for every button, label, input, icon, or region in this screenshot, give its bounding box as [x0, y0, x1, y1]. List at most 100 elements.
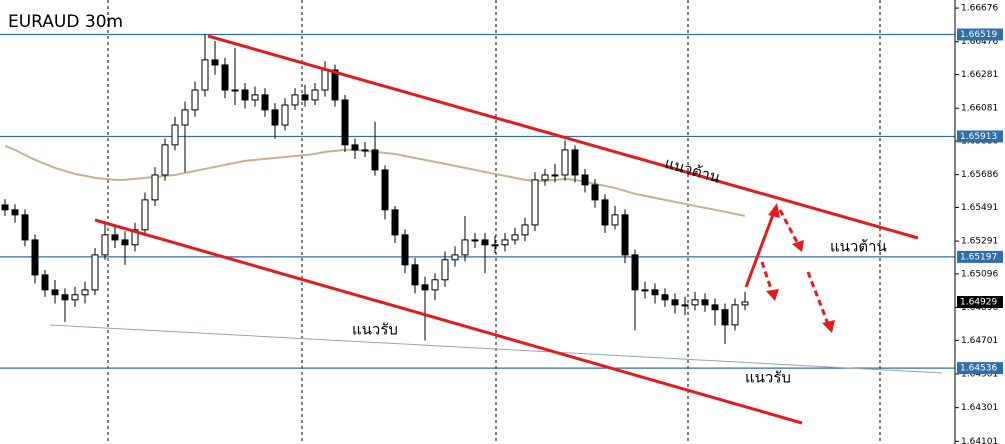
candle-body	[281, 104, 289, 126]
candle-body	[491, 244, 499, 247]
candle-body	[11, 209, 19, 216]
candle-body	[331, 69, 339, 101]
candle-body	[251, 94, 259, 101]
arrow-head	[822, 320, 835, 333]
candle-body	[421, 284, 429, 291]
y-tick-label: 1.64701	[961, 336, 998, 346]
candle-body	[151, 174, 159, 201]
y-tick-label: 1.66281	[961, 70, 998, 80]
level-tag	[957, 362, 1003, 375]
candle-body	[181, 109, 189, 126]
candle-body	[631, 254, 639, 291]
candle-body	[31, 239, 39, 276]
y-tick-label: 1.64501	[961, 370, 998, 380]
candle-body	[501, 239, 509, 246]
candle-body	[661, 294, 669, 301]
candle-body	[611, 214, 619, 226]
y-axis: 1.666761.664761.662811.660811.658861.656…	[955, 4, 1003, 444]
level-label: 1.66519	[960, 30, 997, 40]
down-arrow	[760, 261, 774, 293]
candle-body	[321, 69, 329, 91]
annotation: แนวรับ	[352, 321, 398, 339]
candle-body	[451, 254, 459, 261]
drawings	[49, 34, 943, 425]
candle-body	[471, 239, 479, 242]
candle-body	[691, 299, 699, 306]
candle-body	[211, 59, 219, 66]
level-label: 1.65197	[960, 252, 997, 262]
candle-body	[601, 199, 609, 226]
level-tag	[957, 250, 1003, 263]
candle-body	[741, 301, 749, 306]
candle-body	[101, 234, 109, 256]
candle-body	[481, 239, 489, 246]
candle-body	[61, 294, 69, 301]
annotation: แนวต้าน	[830, 238, 887, 256]
candles	[1, 34, 749, 344]
candle-body	[541, 174, 549, 181]
candle-body	[511, 234, 519, 241]
candle-body	[671, 299, 679, 306]
candle-body	[521, 224, 529, 236]
candle-body	[141, 199, 149, 231]
level-tag	[957, 130, 1003, 143]
candle-body	[21, 214, 29, 241]
candle-body	[341, 99, 349, 146]
candle-body	[231, 89, 239, 92]
candle-body	[441, 259, 449, 281]
level-label: 1.65913	[960, 132, 997, 142]
level-tag	[957, 28, 1003, 41]
up-arrow	[744, 211, 776, 288]
candle-body	[461, 239, 469, 256]
candle-body	[121, 239, 129, 246]
candle-body	[571, 149, 579, 176]
candle-body	[291, 94, 299, 106]
candle-body	[161, 144, 169, 176]
candle-body	[621, 214, 629, 256]
candle-body	[391, 209, 399, 236]
y-tick-label: 1.65491	[961, 203, 998, 213]
candle-body	[641, 289, 649, 292]
y-tick-label: 1.64101	[961, 437, 998, 444]
y-tick-label: 1.64301	[961, 403, 998, 413]
candle-body	[711, 304, 719, 311]
arrow-head	[792, 240, 804, 252]
candle-body	[191, 89, 199, 111]
current-price-label: 1.64929	[960, 298, 997, 308]
levels	[0, 33, 955, 369]
annotation: แนวรับ	[745, 369, 791, 387]
candle-body	[311, 89, 319, 101]
y-tick-label: 1.65096	[961, 269, 998, 279]
candle-body	[411, 264, 419, 286]
candle-body	[681, 304, 689, 307]
y-tick-label: 1.66676	[961, 4, 998, 14]
candle-body	[51, 289, 59, 296]
candle-body	[221, 64, 229, 91]
candle-body	[581, 174, 589, 186]
candle-body	[731, 304, 739, 326]
y-tick-label: 1.66081	[961, 104, 998, 114]
candle-body	[91, 254, 99, 291]
candle-body	[171, 124, 179, 146]
candle-body	[431, 279, 439, 291]
vertical-grid	[107, 0, 881, 444]
candle-body	[721, 309, 729, 326]
candle-body	[401, 234, 409, 266]
candle-body	[651, 289, 659, 296]
candle-body	[591, 184, 599, 201]
candle-body	[371, 149, 379, 171]
y-tick-label: 1.64896	[961, 303, 998, 313]
down-arrow	[778, 209, 800, 245]
current-price-tag	[957, 296, 1003, 309]
candle-body	[531, 179, 539, 226]
y-tick-label: 1.65291	[961, 237, 998, 247]
candle-body	[241, 89, 249, 101]
candle-body	[271, 109, 279, 126]
candle-body	[301, 94, 309, 101]
support-trend	[94, 218, 803, 425]
candle-body	[81, 289, 89, 296]
candle-body	[111, 234, 119, 241]
